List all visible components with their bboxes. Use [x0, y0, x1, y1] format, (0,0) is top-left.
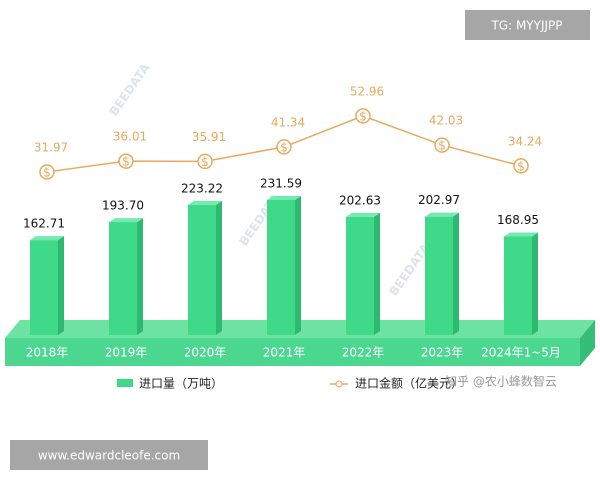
- bar: [346, 216, 374, 335]
- bar-value-label: 231.59: [260, 176, 302, 190]
- bar-top: [109, 218, 143, 223]
- bar: [109, 222, 137, 335]
- bar: [504, 236, 532, 335]
- bar-value-label: 168.95: [497, 213, 539, 227]
- line-value-label: 36.01: [113, 130, 147, 144]
- x-tick-label: 2021年: [263, 346, 306, 360]
- bar: [188, 204, 216, 335]
- bar-side: [374, 212, 380, 335]
- marker-symbol: $: [280, 140, 288, 154]
- bar: [267, 199, 295, 335]
- bar-side: [58, 236, 64, 335]
- line-marker: [118, 153, 134, 169]
- watermark: BEEDATA: [107, 60, 154, 118]
- line-marker: [513, 158, 529, 174]
- marker-symbol: $: [43, 165, 51, 179]
- line-value-label: 41.34: [271, 115, 305, 129]
- overlay-text: TG: MYYJJPP: [490, 19, 562, 33]
- line-value-label: 31.97: [34, 140, 68, 154]
- overlay-text: www.edwardcleofe.com: [38, 449, 180, 463]
- bar-side: [295, 195, 301, 335]
- legend-swatch: [117, 379, 133, 387]
- marker-symbol: $: [517, 159, 525, 173]
- legend-label: 进口量（万吨）: [139, 377, 223, 391]
- overlay-box: [10, 440, 208, 470]
- x-tick-label: 2023年: [421, 346, 464, 360]
- platform-side: [580, 320, 595, 366]
- line-marker: [355, 108, 371, 124]
- marker-symbol: $: [359, 109, 367, 123]
- line-value-label: 52.96: [350, 84, 384, 98]
- line-marker: [276, 139, 292, 155]
- bar-top: [504, 232, 538, 237]
- marker-symbol: $: [122, 155, 130, 169]
- line-value-label: 34.24: [508, 134, 542, 148]
- bar-value-label: 202.63: [339, 193, 381, 207]
- line-marker: [434, 137, 450, 153]
- x-tick-label: 2018年: [26, 346, 69, 360]
- line-value-label: 35.91: [192, 130, 226, 144]
- x-tick-label: 2022年: [342, 346, 385, 360]
- bar: [425, 216, 453, 335]
- bar-value-label: 193.70: [102, 199, 144, 213]
- line-marker: [197, 153, 213, 170]
- bar-value-label: 223.22: [181, 181, 223, 195]
- x-tick-label: 2020年: [184, 346, 227, 360]
- line-marker: [39, 164, 55, 180]
- bar-value-label: 162.71: [23, 217, 65, 231]
- bar-top: [188, 200, 222, 205]
- overlay-box: [465, 10, 590, 40]
- marker-symbol: $: [438, 139, 446, 153]
- bar-side: [532, 232, 538, 335]
- watermark-text: 知乎 @农小蜂数智云: [445, 374, 557, 389]
- bar-top: [346, 212, 380, 217]
- x-tick-label: 2024年1~5月: [481, 346, 561, 360]
- bar-side: [216, 200, 222, 335]
- bar-side: [137, 218, 143, 335]
- bar: [30, 240, 58, 335]
- line-value-label: 42.03: [429, 114, 463, 128]
- bar-top: [30, 236, 64, 241]
- legend-marker: [335, 380, 343, 388]
- bar-top: [267, 195, 301, 200]
- marker-symbol: $: [201, 155, 209, 169]
- bar-top: [425, 212, 459, 217]
- platform-front: [5, 338, 580, 366]
- x-tick-label: 2019年: [105, 346, 148, 360]
- legend-label: 进口金额（亿美元）: [355, 376, 463, 391]
- bar-side: [453, 212, 459, 335]
- bar-value-label: 202.97: [418, 193, 460, 207]
